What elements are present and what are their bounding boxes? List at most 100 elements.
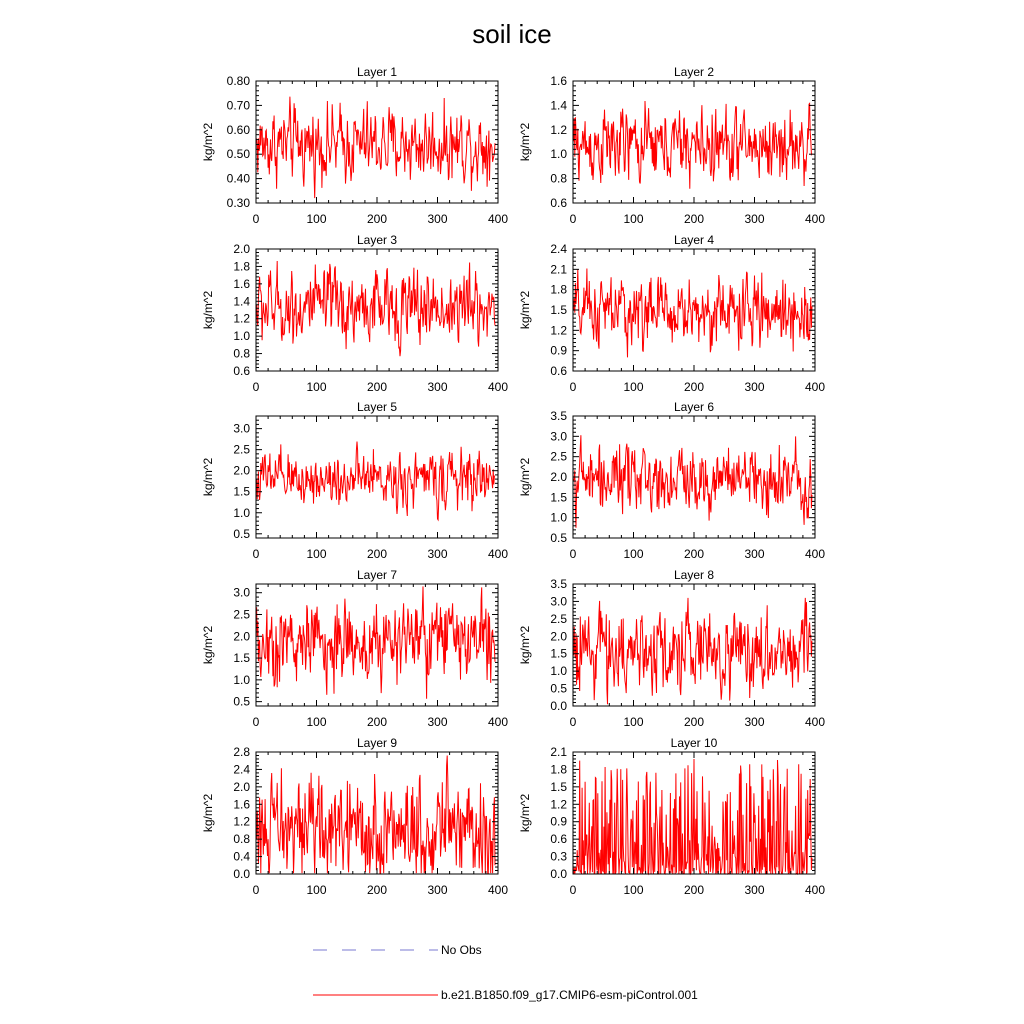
x-tick-label: 200 — [684, 883, 704, 897]
y-tick-label: 1.2 — [233, 815, 250, 829]
y-tick-label: 1.0 — [233, 506, 250, 520]
y-axis-label: kg/m^2 — [201, 626, 215, 665]
figure-title: soil ice — [472, 19, 551, 49]
y-tick-label: 1.5 — [233, 485, 250, 499]
x-tick-label: 200 — [367, 715, 387, 729]
series-line — [573, 597, 813, 705]
y-tick-label: 2.8 — [233, 745, 250, 759]
y-tick-label: 1.4 — [550, 98, 567, 112]
y-tick-label: 0.3 — [550, 850, 567, 864]
panel-title: Layer 1 — [357, 65, 397, 79]
y-tick-label: 0.5 — [233, 695, 250, 709]
panel-layer-9: Layer 9 0 100 200 300 400 0.0 0.4 0.8 1.2 1.6 2.0 2.… — [201, 736, 508, 897]
panel-layer-8: Layer 8 0 100 200 300 400 0.0 0.5 1.0 1.5 2.0 2.5 3.… — [518, 568, 825, 729]
y-tick-label: 1.0 — [550, 511, 567, 525]
y-axis-label: kg/m^2 — [518, 123, 532, 162]
panels: Layer 10 100 200 300 4000.300.400.500.600.70… — [201, 65, 825, 897]
x-tick-label: 400 — [488, 547, 508, 561]
y-tick-label: 0.50 — [227, 147, 251, 161]
y-axis-label: kg/m^2 — [518, 626, 532, 665]
series-line — [573, 268, 813, 358]
panel-title: Layer 5 — [357, 400, 397, 414]
x-tick-label: 300 — [744, 380, 764, 394]
y-tick-label: 0.5 — [550, 682, 567, 696]
y-tick-label: 0.4 — [233, 850, 250, 864]
x-tick-label: 0 — [570, 212, 577, 226]
legend-obs-label: No Obs — [441, 943, 482, 957]
x-tick-label: 200 — [684, 715, 704, 729]
y-tick-label: 2.5 — [550, 450, 567, 464]
series-line — [256, 586, 496, 699]
y-tick-label: 2.0 — [550, 470, 567, 484]
panel-layer-5: Layer 5 0 100 200 300 400 0.5 1.0 1.5 2.0 2.5 3.0 kg… — [201, 400, 508, 561]
series-line — [573, 100, 813, 189]
x-tick-label: 100 — [306, 212, 326, 226]
panel-layer-1: Layer 1 0 100 200 300 400 0.30 0.40 0.50 0.60 0.70… — [201, 65, 508, 226]
x-tick-label: 400 — [805, 883, 825, 897]
series-line — [256, 260, 496, 357]
x-tick-label: 400 — [488, 212, 508, 226]
y-tick-label: 3.0 — [233, 422, 250, 436]
x-tick-label: 0 — [253, 883, 260, 897]
y-tick-label: 1.6 — [233, 797, 250, 811]
y-tick-label: 1.0 — [233, 329, 250, 343]
panel-title: Layer 3 — [357, 233, 397, 247]
y-tick-label: 3.0 — [233, 586, 250, 600]
y-tick-label: 3.5 — [550, 409, 567, 423]
series-line — [256, 755, 496, 874]
y-tick-label: 1.2 — [550, 323, 567, 337]
x-tick-label: 0 — [253, 547, 260, 561]
x-tick-label: 0 — [253, 212, 260, 226]
panel-title: Layer 10 — [671, 736, 718, 750]
y-tick-label: 0.30 — [227, 196, 251, 210]
x-tick-label: 200 — [684, 380, 704, 394]
y-tick-label: 0.9 — [550, 344, 567, 358]
y-tick-label: 3.5 — [550, 577, 567, 591]
x-tick-label: 300 — [744, 212, 764, 226]
y-tick-label: 0.6 — [550, 832, 567, 846]
x-tick-label: 100 — [623, 380, 643, 394]
panel-layer-10: Layer 10 0 100 200 300 400 0.0 0.3 0.6 0.9 1.2 1.5 1… — [518, 736, 825, 897]
series-line — [256, 96, 496, 199]
y-tick-label: 0.70 — [227, 98, 251, 112]
y-tick-label: 0.6 — [233, 364, 250, 378]
x-tick-label: 300 — [744, 883, 764, 897]
x-tick-label: 100 — [623, 212, 643, 226]
x-tick-label: 200 — [367, 380, 387, 394]
x-tick-label: 0 — [253, 715, 260, 729]
x-tick-label: 200 — [367, 212, 387, 226]
y-tick-label: 2.4 — [233, 762, 250, 776]
y-tick-label: 0.60 — [227, 123, 251, 137]
panel-layer-2: Layer 2 0 100 200 300 400 0.6 0.8 1.0 1.2 1.4 1.6 kg… — [518, 65, 825, 226]
y-tick-label: 2.1 — [550, 262, 567, 276]
x-tick-label: 0 — [570, 883, 577, 897]
x-tick-label: 300 — [427, 715, 447, 729]
x-tick-label: 300 — [427, 212, 447, 226]
x-tick-label: 400 — [488, 380, 508, 394]
x-tick-label: 200 — [367, 547, 387, 561]
panel-layer-7: Layer 7 0 100 200 300 400 0.5 1.0 1.5 2.0 2.5 3.0 kg… — [201, 568, 508, 729]
y-tick-label: 0.0 — [550, 867, 567, 881]
panel-title: Layer 4 — [674, 233, 714, 247]
panel-title: Layer 2 — [674, 65, 714, 79]
x-tick-label: 100 — [306, 547, 326, 561]
x-tick-label: 200 — [684, 547, 704, 561]
x-tick-label: 0 — [570, 547, 577, 561]
x-tick-label: 400 — [805, 715, 825, 729]
y-tick-label: 3.0 — [550, 429, 567, 443]
y-axis-label: kg/m^2 — [518, 291, 532, 330]
y-tick-label: 1.0 — [550, 664, 567, 678]
y-tick-label: 1.5 — [550, 303, 567, 317]
y-tick-label: 1.0 — [550, 147, 567, 161]
panel-title: Layer 7 — [357, 568, 397, 582]
y-tick-label: 0.80 — [227, 74, 251, 88]
y-tick-label: 1.6 — [233, 277, 250, 291]
y-axis-label: kg/m^2 — [201, 123, 215, 162]
y-axis-label: kg/m^2 — [518, 458, 532, 497]
y-axis-label: kg/m^2 — [201, 291, 215, 330]
y-tick-label: 1.5 — [550, 490, 567, 504]
x-tick-label: 300 — [427, 547, 447, 561]
y-tick-label: 1.8 — [233, 259, 250, 273]
x-tick-label: 300 — [427, 883, 447, 897]
